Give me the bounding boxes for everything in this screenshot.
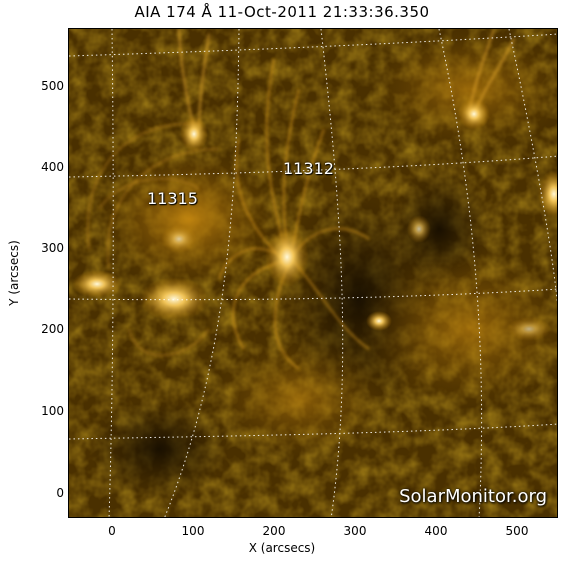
active-region-label-11315: 11315 — [147, 189, 198, 208]
x-tick-label: 500 — [505, 524, 529, 538]
solar-image-panel: 11312 11315 SolarMonitor.org — [68, 28, 558, 518]
active-region-label-11312: 11312 — [283, 159, 334, 178]
y-tick-label: 100 — [41, 404, 64, 418]
x-tick-label: 100 — [181, 524, 205, 538]
heliographic-grid — [69, 29, 557, 517]
x-tick-label: 0 — [108, 524, 116, 538]
x-tick-label: 200 — [262, 524, 286, 538]
x-axis-label: X (arcsecs) — [248, 541, 316, 555]
image-title: AIA 174 Å 11-Oct-2011 21:33:36.350 — [134, 3, 430, 21]
solar-corona-image — [69, 29, 557, 517]
x-tick-label: 400 — [424, 524, 448, 538]
y-tick-label: 0 — [56, 486, 64, 500]
y-tick-label: 300 — [41, 241, 64, 255]
x-tick-label: 300 — [343, 524, 367, 538]
y-tick-label: 500 — [41, 79, 64, 93]
y-tick-label: 400 — [41, 160, 64, 174]
y-tick-label: 200 — [41, 322, 64, 336]
watermark-text: SolarMonitor.org — [399, 486, 547, 507]
y-axis-label: Y (arcsecs) — [7, 240, 21, 306]
